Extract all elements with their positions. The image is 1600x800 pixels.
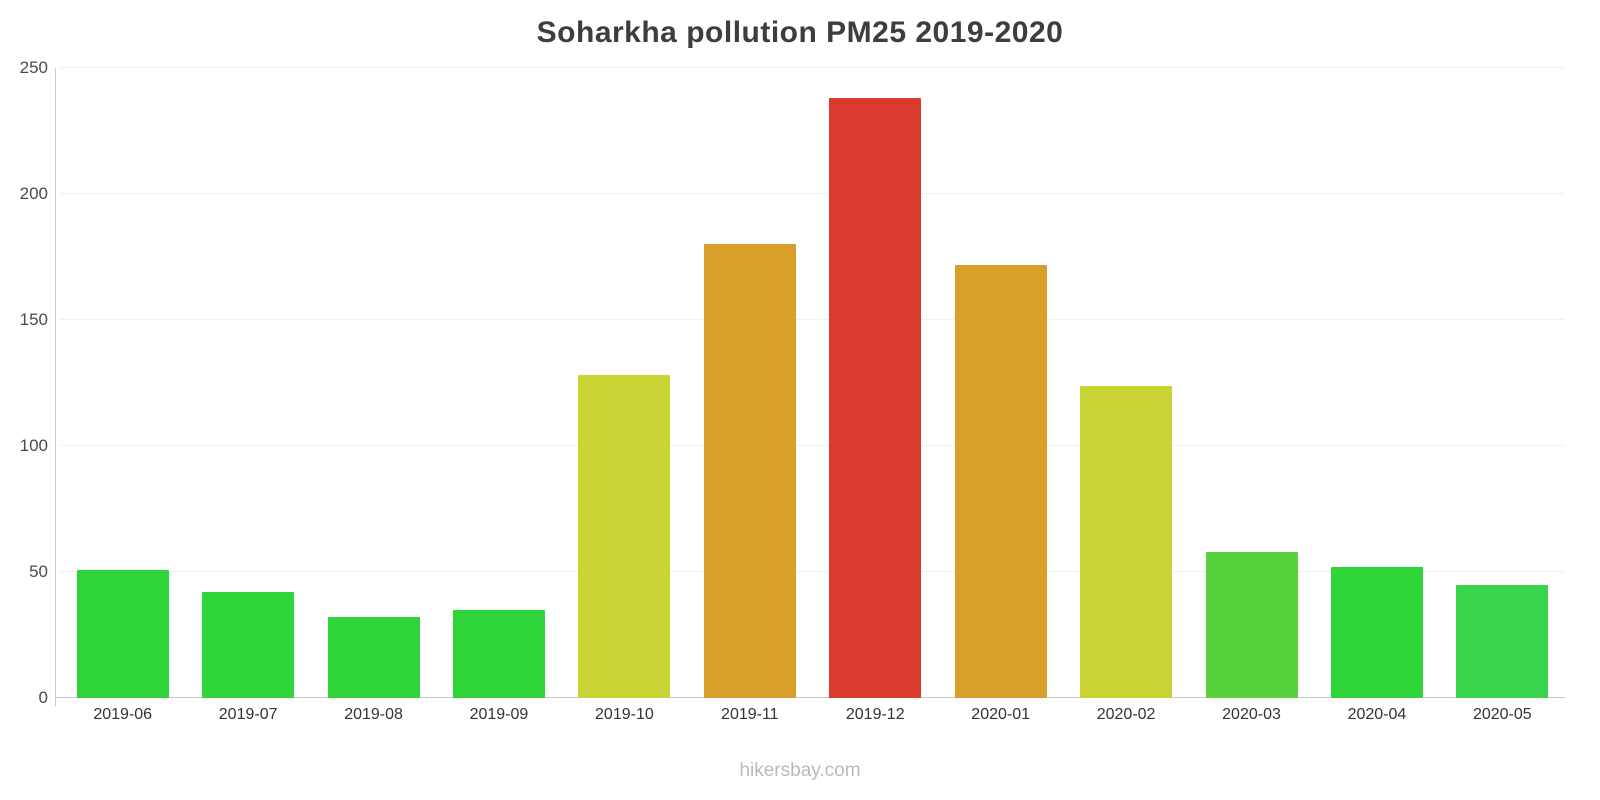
y-tick-label-250: 250 (19, 58, 48, 77)
gridline-200 (60, 193, 1565, 194)
x-tick-label-2019-09: 2019-09 (469, 706, 529, 723)
y-tick-label-200: 200 (19, 184, 48, 203)
x-tick-label-2019-08: 2019-08 (344, 706, 403, 723)
x-tick-label-2019-12: 2019-12 (845, 706, 905, 723)
plot-area (55, 67, 1565, 706)
bar-series (60, 68, 1565, 698)
gridline-50 (60, 571, 1565, 572)
bar-slot (185, 68, 310, 698)
x-tick-label-2019-07: 2019-07 (218, 706, 278, 723)
bar-2020-05[interactable] (1456, 584, 1549, 698)
chart-title: Soharkha pollution PM25 2019-2020 (536, 16, 1064, 49)
x-tick-label-2020-04: 2020-04 (1347, 706, 1407, 723)
bar-2020-04[interactable] (1330, 567, 1423, 698)
x-tick-label-2019-10: 2019-10 (595, 706, 654, 723)
bar-slot (60, 68, 185, 698)
bar-2020-03[interactable] (1205, 551, 1298, 698)
x-tick-label-2020-02: 2020-02 (1096, 706, 1156, 723)
bar-slot (1063, 68, 1188, 698)
bar-2020-01[interactable] (954, 264, 1047, 698)
y-axis-line (55, 68, 56, 706)
bar-slot (1189, 68, 1314, 698)
y-axis: 0 50 100 150 200 250 (0, 59, 48, 706)
bar-2019-10[interactable] (578, 375, 671, 698)
x-tick-label-2019-11: 2019-11 (721, 706, 779, 723)
bar-2019-06[interactable] (76, 569, 169, 698)
x-axis-line (55, 697, 1565, 698)
bar-slot (813, 68, 938, 698)
bar-2019-09[interactable] (452, 609, 545, 698)
bar-2019-11[interactable] (703, 244, 796, 698)
bar-slot (1440, 68, 1565, 698)
y-tick-label-100: 100 (19, 436, 48, 455)
footer-watermark: hikersbay.com (739, 760, 861, 781)
bar-slot (562, 68, 687, 698)
x-tick-label-2020-01: 2020-01 (971, 706, 1031, 723)
bar-slot (436, 68, 561, 698)
y-tick-label-150: 150 (19, 310, 48, 329)
bar-slot (687, 68, 812, 698)
bar-slot (311, 68, 436, 698)
gridline-250 (60, 67, 1565, 68)
gridline-100 (60, 445, 1565, 446)
bar-2020-02[interactable] (1080, 385, 1173, 698)
x-tick-label-2019-06: 2019-06 (93, 706, 153, 723)
bar-2019-08[interactable] (327, 617, 420, 698)
y-tick-label-50: 50 (29, 562, 48, 581)
bar-2019-07[interactable] (202, 592, 295, 698)
x-axis: 2019-06 2019-07 2019-08 2019-09 2019-10 2019-… (60, 706, 1565, 724)
x-tick-label-2020-05: 2020-05 (1472, 706, 1532, 723)
bar-slot (1314, 68, 1439, 698)
bar-slot (938, 68, 1063, 698)
gridline-150 (60, 319, 1565, 320)
y-tick-label-0: 0 (38, 688, 48, 707)
x-tick-label-2020-03: 2020-03 (1222, 706, 1281, 723)
bar-2019-12[interactable] (829, 98, 922, 698)
